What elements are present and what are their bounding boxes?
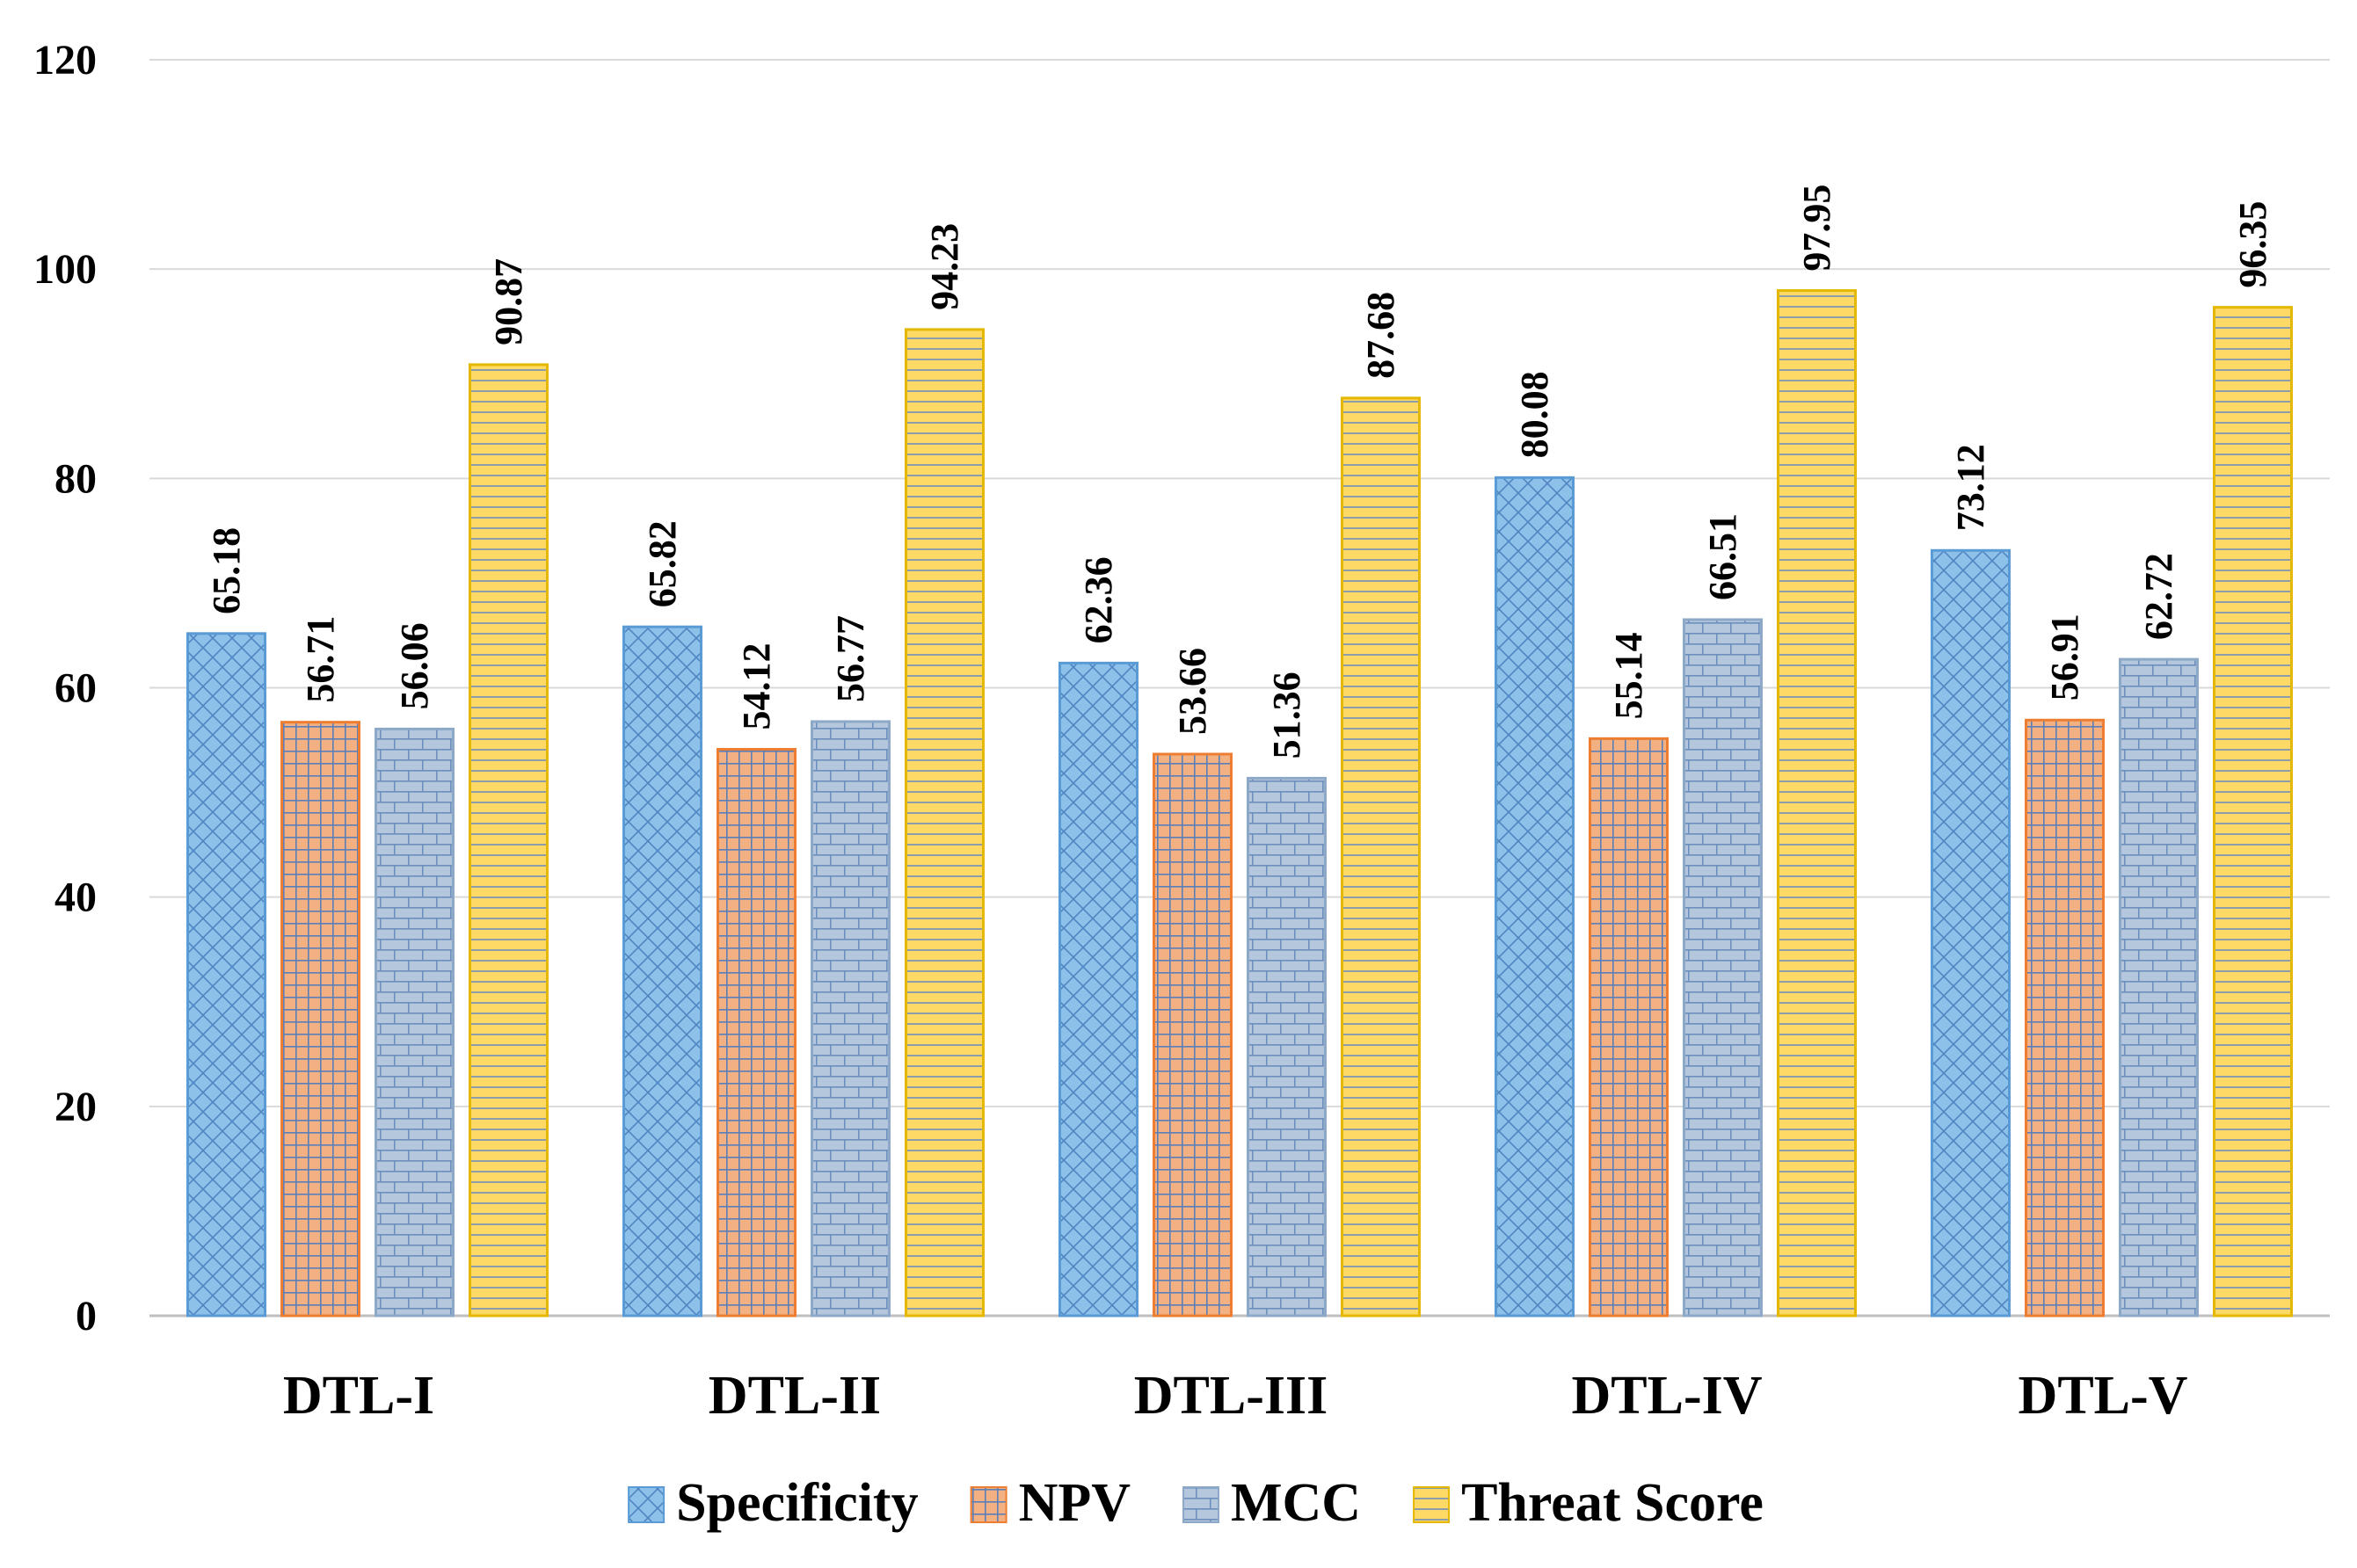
data-label-npv-dtl-i: 56.71: [299, 616, 342, 703]
data-label-mcc-dtl-v: 62.72: [2137, 553, 2180, 640]
bar-mcc-dtl-ii: [811, 720, 891, 1318]
data-label-threat-score-dtl-v: 96.35: [2231, 201, 2274, 288]
bar-specificity-dtl-iii: [1058, 661, 1138, 1318]
legend-swatch-npv: [970, 1486, 1008, 1523]
bar-npv-dtl-iii: [1153, 752, 1233, 1318]
data-label-threat-score-dtl-ii: 94.23: [923, 223, 966, 310]
bar-threat-score-dtl-i: [469, 363, 549, 1318]
y-axis-ticks: 0 20 40 60 80 100 120: [33, 37, 97, 1339]
data-label-specificity-dtl-iii: 62.36: [1077, 556, 1120, 643]
data-label-npv-dtl-ii: 54.12: [735, 643, 778, 730]
bars: [186, 289, 2293, 1318]
x-category-dtl-iv: DTL-IV: [1571, 1366, 1762, 1426]
bar-threat-score-dtl-iii: [1341, 396, 1421, 1318]
data-label-mcc-dtl-ii: 56.77: [829, 615, 872, 702]
data-label-mcc-dtl-iv: 66.51: [1701, 513, 1744, 600]
x-category-dtl-i: DTL-I: [283, 1366, 434, 1426]
data-label-threat-score-dtl-iii: 87.68: [1359, 292, 1402, 379]
bar-mcc-dtl-i: [375, 727, 455, 1318]
bar-npv-dtl-v: [2025, 718, 2105, 1318]
y-tick-label-40: 40: [55, 875, 97, 921]
y-tick-label-0: 0: [76, 1293, 97, 1339]
data-label-threat-score-dtl-iv: 97.95: [1795, 185, 1838, 272]
data-label-npv-dtl-v: 56.91: [2043, 613, 2086, 701]
data-label-mcc-dtl-iii: 51.36: [1265, 671, 1308, 759]
legend-swatch-mcc: [1182, 1486, 1220, 1523]
y-tick-label-100: 100: [33, 246, 97, 293]
legend-label-threat-score: Threat Score: [1461, 1473, 1764, 1533]
data-label-npv-dtl-iv: 55.14: [1607, 632, 1650, 719]
bar-mcc-dtl-iii: [1247, 776, 1327, 1318]
x-category-dtl-ii: DTL-II: [709, 1366, 881, 1426]
bar-npv-dtl-i: [280, 721, 360, 1318]
legend-label-specificity: Specificity: [676, 1473, 919, 1533]
bar-specificity-dtl-v: [1931, 548, 2011, 1318]
bar-mcc-dtl-v: [2119, 657, 2199, 1318]
data-label-specificity-dtl-ii: 65.82: [641, 520, 684, 607]
y-tick-label-80: 80: [55, 455, 97, 502]
bar-threat-score-dtl-ii: [905, 328, 985, 1318]
bar-specificity-dtl-ii: [622, 625, 702, 1318]
x-axis-categories: DTL-I DTL-II DTL-III DTL-IV DTL-V: [283, 1366, 2188, 1426]
legend-swatch-specificity: [628, 1486, 666, 1523]
bar-threat-score-dtl-v: [2213, 306, 2293, 1318]
y-tick-label-120: 120: [33, 37, 97, 83]
data-label-specificity-dtl-v: 73.12: [1949, 444, 1992, 531]
bar-specificity-dtl-iv: [1495, 475, 1575, 1318]
data-label-specificity-dtl-iv: 80.08: [1513, 371, 1556, 458]
data-label-npv-dtl-iii: 53.66: [1171, 648, 1214, 735]
legend: Specificity NPV MCC Threat Score: [628, 1473, 1764, 1533]
data-labels: 65.18 56.71 56.06 90.87 65.82 54.12 56.77 94.23…: [205, 185, 2274, 759]
bar-mcc-dtl-iv: [1683, 618, 1763, 1318]
data-label-threat-score-dtl-i: 90.87: [487, 258, 530, 345]
legend-label-mcc: MCC: [1231, 1473, 1361, 1533]
data-label-mcc-dtl-i: 56.06: [393, 622, 436, 709]
bar-threat-score-dtl-iv: [1777, 289, 1857, 1318]
data-label-specificity-dtl-i: 65.18: [205, 527, 248, 614]
y-tick-label-20: 20: [55, 1084, 97, 1130]
bar-npv-dtl-ii: [717, 748, 797, 1318]
legend-label-npv: NPV: [1019, 1473, 1131, 1533]
x-category-dtl-iii: DTL-III: [1134, 1366, 1328, 1426]
bar-specificity-dtl-i: [186, 632, 266, 1318]
bar-npv-dtl-iv: [1589, 737, 1669, 1318]
y-tick-label-60: 60: [55, 665, 97, 712]
x-category-dtl-v: DTL-V: [2019, 1366, 2188, 1426]
legend-swatch-threat-score: [1413, 1486, 1451, 1523]
